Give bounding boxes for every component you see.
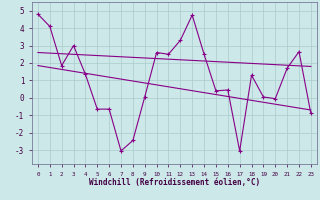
X-axis label: Windchill (Refroidissement éolien,°C): Windchill (Refroidissement éolien,°C)	[89, 178, 260, 187]
